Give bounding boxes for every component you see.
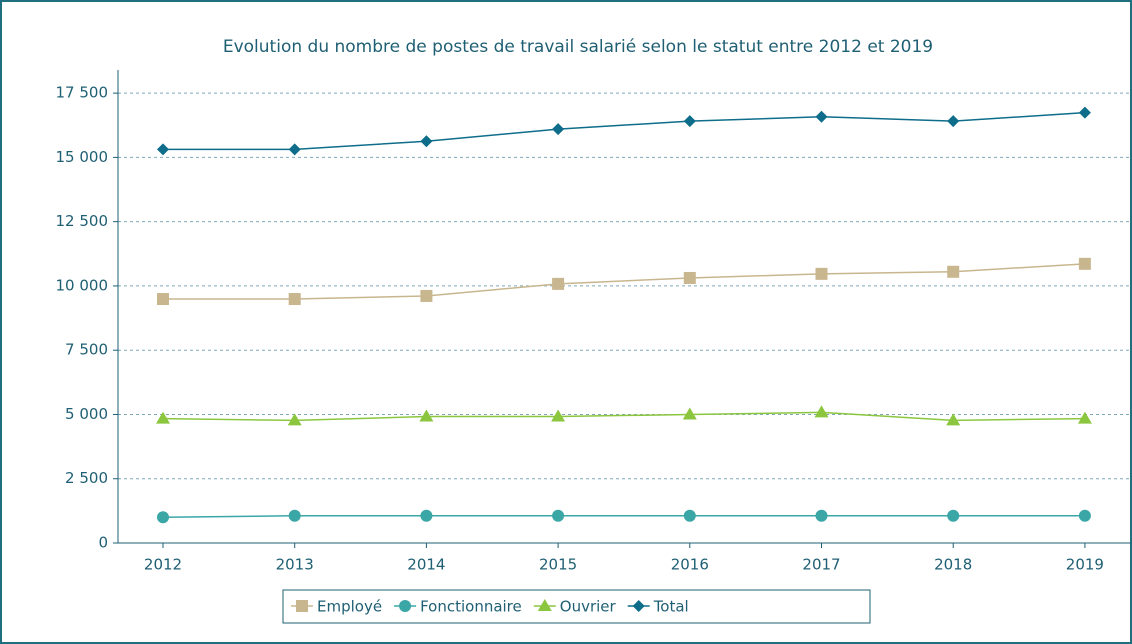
data-point: [815, 267, 828, 280]
data-point: [947, 509, 960, 522]
data-point: [157, 293, 169, 306]
legend-label: Total: [653, 598, 689, 616]
data-point: [287, 413, 302, 426]
data-point: [288, 143, 301, 156]
data-point: [288, 509, 301, 522]
legend-marker: [537, 599, 552, 611]
data-point: [1077, 411, 1092, 424]
data-point: [552, 123, 565, 136]
data-point: [946, 413, 961, 426]
data-point: [947, 115, 960, 128]
x-tick-label: 2019: [1066, 556, 1104, 574]
data-point: [552, 509, 565, 522]
data-point: [1078, 106, 1091, 119]
legend-marker: [296, 600, 308, 612]
data-point: [682, 407, 697, 420]
y-tick-label: 7 500: [65, 341, 108, 359]
series-line: [162, 411, 1085, 422]
series-line: [163, 263, 1085, 300]
x-tick-label: 2013: [276, 556, 314, 574]
data-point: [157, 143, 169, 156]
data-point: [288, 293, 301, 306]
y-tick-label: 12 500: [56, 212, 109, 230]
y-tick-label: 5 000: [65, 405, 108, 423]
series-line: [163, 111, 1085, 151]
data-point: [947, 265, 960, 278]
y-tick-label: 17 500: [56, 84, 109, 102]
data-point: [551, 409, 566, 422]
legend-label: Ouvrier: [560, 598, 617, 616]
series-line: [162, 515, 1085, 519]
x-tick-label: 2015: [539, 556, 577, 574]
legend-box: [282, 589, 871, 624]
data-point: [419, 409, 434, 422]
chart-title: Evolution du nombre de postes de travail…: [223, 37, 933, 57]
data-point: [815, 110, 828, 123]
data-point: [683, 271, 696, 284]
y-tick-label: 2 500: [65, 469, 108, 487]
data-point: [1078, 257, 1091, 270]
data-point: [157, 511, 169, 524]
legend-marker: [632, 600, 645, 612]
data-point: [552, 277, 565, 290]
data-point: [420, 135, 433, 148]
data-point: [815, 509, 828, 522]
data-point: [156, 411, 170, 424]
data-point: [814, 405, 829, 418]
x-tick-label: 2016: [671, 556, 709, 574]
legend-label: Fonctionnaire: [420, 598, 522, 616]
x-tick-label: 2017: [802, 556, 840, 574]
x-tick-label: 2018: [934, 556, 972, 574]
y-tick-label: 15 000: [56, 148, 109, 166]
y-tick-label: 0: [98, 534, 108, 552]
legend-label: Employé: [317, 598, 382, 616]
x-tick-label: 2012: [144, 556, 182, 574]
data-point: [420, 289, 433, 302]
data-point: [420, 509, 433, 522]
data-point: [1078, 509, 1091, 522]
legend-marker: [399, 600, 412, 612]
data-point: [683, 115, 696, 128]
data-point: [683, 509, 696, 522]
y-tick-label: 10 000: [56, 276, 109, 294]
x-tick-label: 2014: [407, 556, 445, 574]
